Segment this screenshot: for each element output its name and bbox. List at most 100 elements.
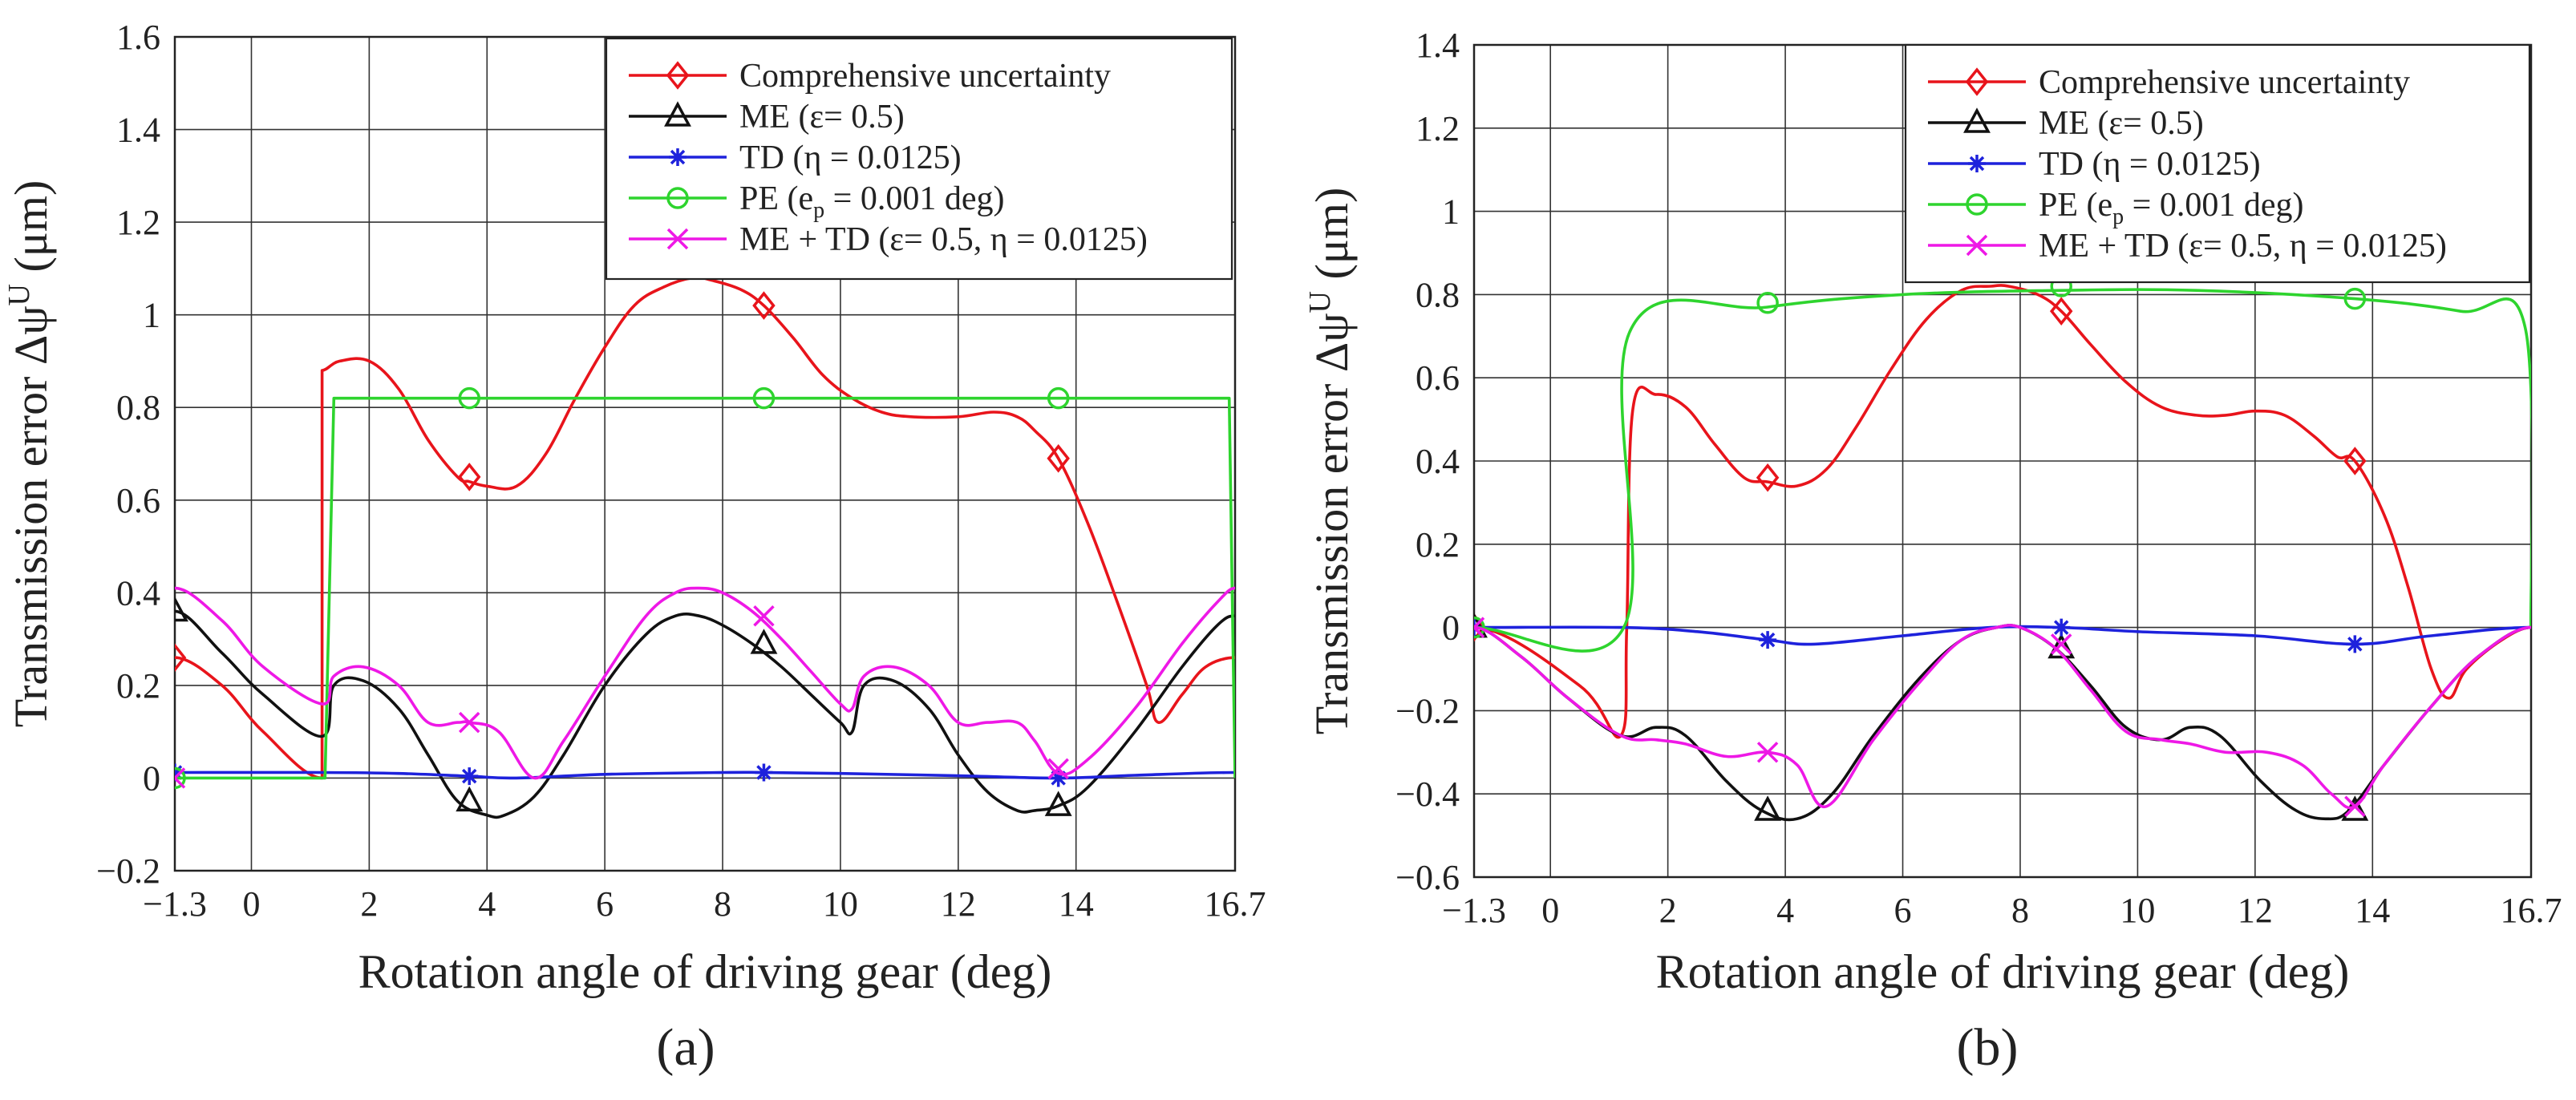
data-point-marker	[458, 711, 480, 734]
legend-item: ME (ε= 0.5)	[1928, 105, 2204, 142]
series-me	[175, 596, 1235, 819]
data-point-marker	[2343, 447, 2367, 475]
data-point-marker	[753, 605, 775, 627]
x-tick-label: −1.3	[143, 884, 207, 924]
legend-item: ME + TD (ε= 0.5, η = 0.0125)	[1928, 228, 2447, 265]
series-me-td	[1474, 617, 2531, 818]
data-point-marker	[750, 629, 778, 654]
plot-frame	[173, 35, 1237, 872]
legend-label-main: TD (η = 0.0125)	[2039, 146, 2261, 183]
data-point-marker	[1044, 791, 1072, 816]
data-point-marker	[1756, 292, 1779, 314]
legend-label: ME (ε= 0.5)	[739, 99, 905, 135]
legend-swatch-marker	[666, 61, 690, 90]
legend-swatch-marker	[666, 228, 689, 250]
series-pe	[175, 386, 1235, 790]
legend-label-main: ME + TD (ε= 0.5, η = 0.0125)	[739, 221, 1148, 258]
caption-a: (a)	[656, 1018, 715, 1077]
data-point-marker	[2341, 795, 2369, 821]
legend-label-main: Comprehensive uncertainty	[2039, 64, 2410, 101]
x-tick-label: 0	[1541, 891, 1559, 930]
data-point-marker	[460, 767, 479, 786]
legend-item: TD (η = 0.0125)	[1928, 146, 2261, 183]
legend-item: Comprehensive uncertainty	[1928, 64, 2410, 101]
legend-label-tail: = 0.001 deg)	[824, 180, 1004, 217]
series-line	[1474, 623, 2531, 810]
x-tick-label: 16.7	[2501, 891, 2562, 930]
legend-swatch-marker	[1966, 193, 1988, 216]
data-point-marker	[175, 767, 186, 789]
data-point-marker	[2344, 795, 2366, 818]
data-point-marker	[755, 763, 773, 782]
y-tick-label: 1.4	[1416, 26, 1460, 65]
series-line	[175, 609, 1235, 819]
data-point-marker	[1756, 463, 1780, 492]
series-comprehensive-uncertainty	[175, 276, 1235, 780]
y-axis-label-main: Transmission error Δψ	[5, 306, 57, 728]
chart-panel-a: −1.3 0 2 4 6 8 10 12 14 16.7 −0.2 0 0.2 0.4 0.6 0.8 1 1.2…	[2, 18, 1266, 998]
legend-label-main: PE (e	[2039, 187, 2112, 224]
data-point-marker	[1474, 612, 1488, 638]
x-tick-label: 2	[360, 884, 378, 924]
data-point-marker	[1474, 616, 1485, 639]
x-tick-label: 2	[1659, 891, 1677, 930]
y-axis-label-unit: (μm)	[1306, 188, 1358, 291]
y-tick-label: −0.2	[1395, 691, 1460, 730]
series-line	[175, 276, 1235, 780]
data-point-marker	[1049, 769, 1067, 787]
data-point-marker	[458, 386, 480, 410]
x-tick-label: 16.7	[1205, 884, 1266, 924]
y-tick-label: 0	[143, 758, 160, 798]
data-point-marker	[2052, 618, 2071, 637]
series-line	[1474, 284, 2531, 739]
x-tick-label: 8	[2011, 891, 2029, 930]
series-me-td	[175, 586, 1235, 789]
data-point-marker	[1474, 617, 1485, 638]
y-axis-label: Transmission error ΔψU (μm)	[2, 180, 57, 728]
legend-label-main: ME + TD (ε= 0.5, η = 0.0125)	[2039, 228, 2447, 265]
legend-swatch-marker	[1966, 234, 1988, 257]
chart-panel-b: −1.3 0 2 4 6 8 10 12 14 16.7 −0.6 −0.4 −0.2 0 0.2 0.4 0.…	[1303, 26, 2562, 998]
x-tick-label: 8	[714, 884, 731, 924]
legend-swatch-marker	[669, 148, 687, 166]
legend-label: PE (ep = 0.001 deg)	[739, 180, 1004, 223]
legend-item: PE (ep = 0.001 deg)	[629, 180, 1004, 223]
data-point-marker	[456, 786, 484, 812]
legend-item: PE (ep = 0.001 deg)	[1928, 187, 2303, 229]
data-point-marker	[175, 766, 186, 790]
y-tick-label: 0.4	[116, 573, 160, 613]
x-axis-label: Rotation angle of driving gear (deg)	[1656, 945, 2350, 998]
legend-label: TD (η = 0.0125)	[2039, 146, 2261, 183]
data-point-marker	[1047, 386, 1070, 410]
y-tick-label: 1.4	[116, 111, 160, 150]
legend: Comprehensive uncertainty ME (ε= 0.5) TD (…	[605, 37, 1233, 281]
data-point-marker	[175, 643, 187, 673]
y-tick-label: −0.2	[96, 851, 160, 891]
legend-label-main: PE (e	[739, 180, 813, 217]
legend-swatch-marker	[664, 101, 691, 127]
y-tick-label: 1.6	[116, 18, 160, 57]
y-tick-label: 1	[143, 296, 160, 335]
y-tick-label: 1.2	[116, 203, 160, 242]
x-tick-label: 10	[2120, 891, 2155, 930]
data-point-marker	[2346, 635, 2364, 653]
y-tick-label: 0.6	[116, 481, 160, 520]
legend-item: Comprehensive uncertainty	[629, 58, 1111, 95]
x-tick-label: 12	[941, 884, 976, 924]
x-axis-label: Rotation angle of driving gear (deg)	[358, 945, 1052, 998]
series-me	[1474, 612, 2531, 822]
legend-item: ME (ε= 0.5)	[629, 99, 905, 135]
caption-b: (b)	[1957, 1018, 2019, 1077]
y-tick-label: 0	[1442, 609, 1460, 648]
data-point-marker	[2049, 297, 2073, 326]
data-point-marker	[752, 291, 776, 320]
y-tick-label: 1	[1442, 192, 1460, 232]
y-tick-label: −0.6	[1395, 858, 1460, 897]
data-point-marker	[1756, 742, 1779, 763]
series-line	[175, 586, 1235, 780]
data-point-marker	[1754, 795, 1782, 821]
x-tick-label: 4	[478, 884, 496, 924]
data-point-marker	[752, 386, 776, 410]
y-tick-label: 1.2	[1416, 109, 1460, 148]
legend-label: Comprehensive uncertainty	[2039, 64, 2410, 101]
